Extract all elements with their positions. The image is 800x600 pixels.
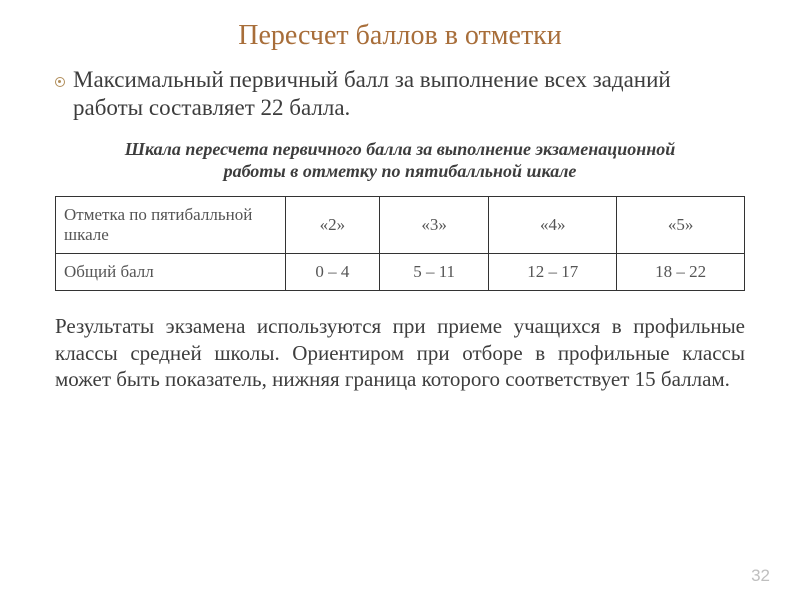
slide: Пересчет баллов в отметки Максимальный п…	[0, 0, 800, 600]
score-conversion-table: Отметка по пятибалльной шкале «2» «3» «4…	[55, 196, 745, 291]
table-cell: 12 – 17	[489, 254, 617, 291]
table-cell: «5»	[617, 197, 745, 254]
intro-paragraph: Максимальный первичный балл за выполнени…	[73, 66, 745, 121]
table-cell: 18 – 22	[617, 254, 745, 291]
row-label: Общий балл	[56, 254, 286, 291]
table-row: Общий балл 0 – 4 5 – 11 12 – 17 18 – 22	[56, 254, 745, 291]
results-paragraph: Результаты экзамена используются при при…	[55, 313, 745, 392]
page-number: 32	[751, 566, 770, 586]
row-label: Отметка по пятибалльной шкале	[56, 197, 286, 254]
slide-title: Пересчет баллов в отметки	[55, 20, 745, 52]
table-cell: «3»	[379, 197, 489, 254]
bullet-paragraph-row: Максимальный первичный балл за выполнени…	[55, 66, 745, 121]
table-cell: «2»	[286, 197, 380, 254]
table-row: Отметка по пятибалльной шкале «2» «3» «4…	[56, 197, 745, 254]
table-cell: 0 – 4	[286, 254, 380, 291]
table-cell: 5 – 11	[379, 254, 489, 291]
bullet-icon	[55, 77, 65, 87]
table-cell: «4»	[489, 197, 617, 254]
table-subtitle: Шкала пересчета первичного балла за выпо…	[100, 139, 700, 182]
